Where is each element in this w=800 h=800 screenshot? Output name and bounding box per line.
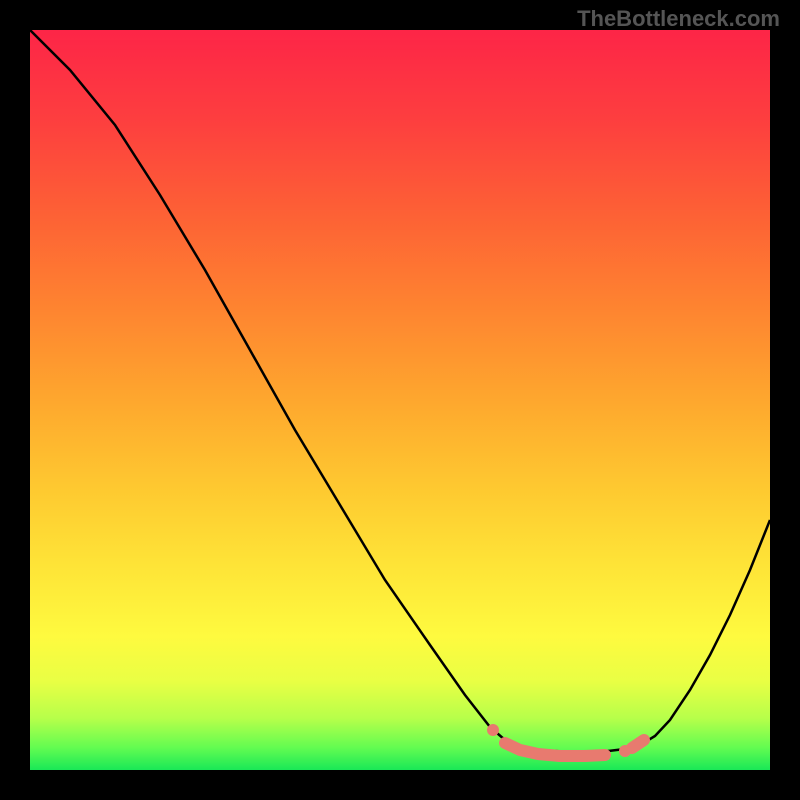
chart-plot-area [30,30,770,770]
chart-svg [30,30,770,770]
gradient-background [30,30,770,770]
watermark-text: TheBottleneck.com [577,6,780,32]
